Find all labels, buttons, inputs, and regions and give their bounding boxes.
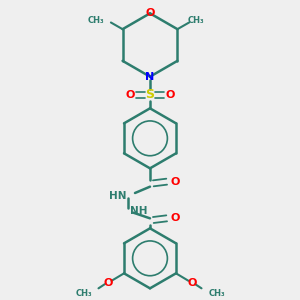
Text: O: O — [125, 90, 135, 100]
Text: CH₃: CH₃ — [88, 16, 104, 25]
Text: O: O — [165, 90, 175, 100]
Text: HN: HN — [109, 191, 127, 201]
Text: N: N — [146, 72, 154, 82]
Text: O: O — [145, 8, 155, 18]
Text: CH₃: CH₃ — [75, 289, 92, 298]
Text: O: O — [187, 278, 196, 287]
Text: CH₃: CH₃ — [208, 289, 225, 298]
Text: S: S — [146, 88, 154, 101]
Text: NH: NH — [130, 206, 148, 216]
Text: O: O — [170, 213, 180, 223]
Text: CH₃: CH₃ — [188, 16, 204, 25]
Text: O: O — [103, 278, 113, 287]
Text: O: O — [170, 177, 180, 187]
